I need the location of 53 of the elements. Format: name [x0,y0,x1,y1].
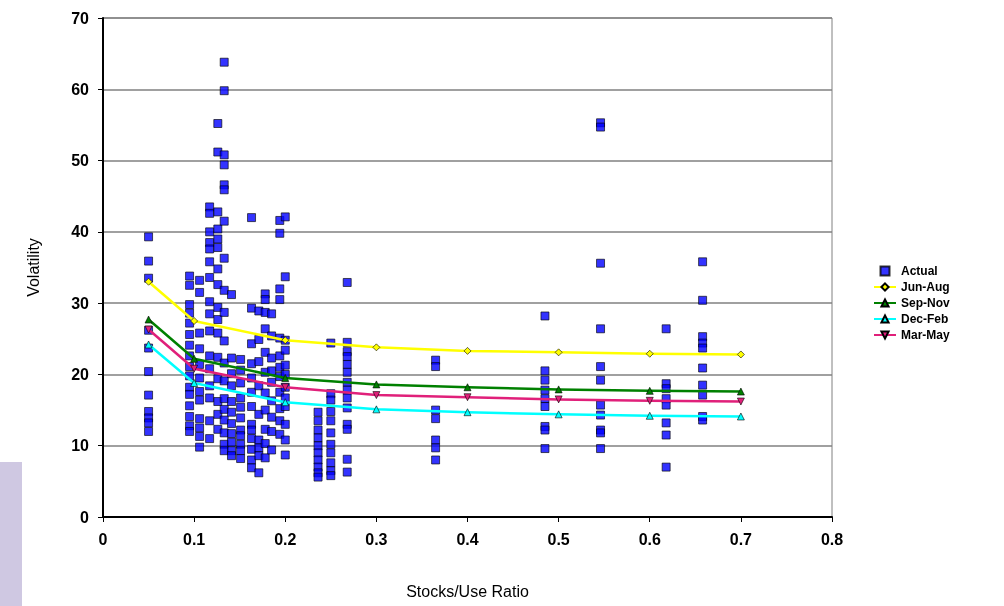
point [144,340,153,349]
point [645,387,654,395]
y-axis-title: Volatility [24,238,42,297]
legend-label: Jun-Aug [901,280,950,294]
point [554,385,563,394]
point [737,397,745,406]
legend-label: Sep-Nov [901,296,950,310]
x-tick-label: 0.1 [183,530,206,548]
point [372,343,381,352]
point [463,347,472,355]
x-tick-label: 0.4 [456,530,479,548]
point [463,393,472,402]
point [190,354,198,363]
point [372,405,381,414]
point [281,398,290,407]
point [190,317,198,325]
point [372,391,381,399]
y-tick-label: 40 [71,223,90,241]
x-tick-label: 0.5 [547,530,570,548]
point [144,277,153,286]
point [554,395,563,404]
point [645,411,654,420]
legend-label: Actual [901,264,938,278]
legend-label: Dec-Feb [901,312,949,326]
point [281,374,290,382]
point [737,387,745,396]
point [645,349,654,358]
point [554,348,563,357]
x-axis-title: Stocks/Use Ratio [406,582,529,600]
x-tick-label: 0.6 [638,530,661,548]
point [190,379,198,387]
point [737,350,745,359]
x-tick-label: 0 [98,530,108,548]
point [463,383,472,392]
y-tick-label: 70 [71,9,90,27]
x-tick-label: 0.8 [820,530,844,548]
y-tick-label: 60 [71,80,90,98]
x-tick-label: 0.2 [274,530,297,548]
x-tick-label: 0.7 [729,530,753,548]
y-tick-label: 0 [80,508,90,526]
point [144,315,153,324]
point [372,380,381,389]
x-tick-label: 0.3 [365,530,388,548]
y-tick-label: 30 [71,294,90,312]
point [463,408,472,417]
y-tick-label: 10 [71,437,90,455]
y-tick-label: 20 [71,365,90,383]
legend-label: Mar-May [901,328,951,342]
point [645,397,654,405]
point [737,412,745,421]
y-tick-label: 50 [71,152,90,170]
point [554,410,563,419]
point [190,364,198,373]
